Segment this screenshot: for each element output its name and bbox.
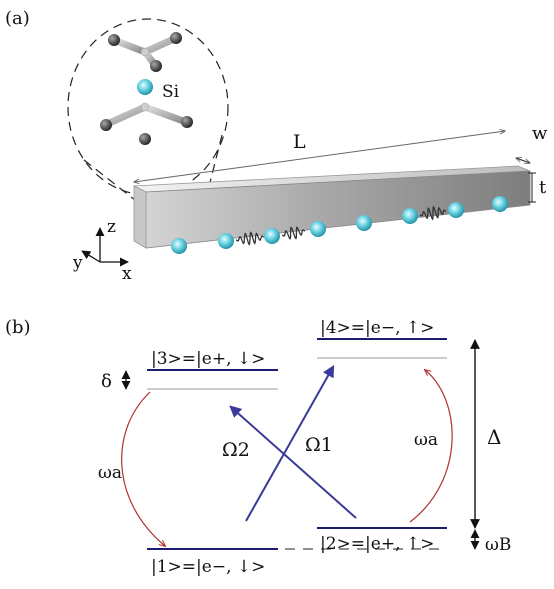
carbon-atom <box>139 133 151 145</box>
carbon-atom <box>150 60 162 72</box>
coordinate-axes <box>81 227 129 267</box>
length-label: L <box>293 131 306 153</box>
drive-omega-1 <box>245 364 335 522</box>
phonon-wiggle <box>419 205 447 221</box>
si-molecule <box>100 32 193 145</box>
carbon-atom <box>181 116 193 128</box>
si-defect <box>264 228 280 244</box>
state-3-label: |3>=|e+, ↓> <box>151 349 265 369</box>
carbon-atom <box>108 34 120 46</box>
si-defect <box>448 202 464 218</box>
panel-a-label: (a) <box>5 8 30 29</box>
si-label: Si <box>162 82 180 102</box>
panel-b-label: (b) <box>5 317 31 338</box>
nanobeam <box>132 165 531 249</box>
omega-2-label: Ω2 <box>222 439 250 461</box>
carbon-atom <box>100 119 112 131</box>
axis-x-label: x <box>122 264 132 284</box>
panel-b: (b) |3>=|e+, ↓> |4>=|e−, ↑> |1>=|e−, ↓> … <box>5 317 511 577</box>
phonon-transition-right <box>409 370 453 523</box>
state-4-label: |4>=|e−, ↑> <box>320 318 434 338</box>
si-defect <box>171 238 187 254</box>
width-label: w <box>532 123 548 144</box>
phonon-wiggles <box>235 205 447 246</box>
axis-z-label: z <box>107 217 116 237</box>
width-arrow <box>516 158 530 163</box>
si-defect <box>310 221 326 237</box>
phonon-wiggle <box>281 226 306 240</box>
si-defect <box>218 233 234 249</box>
phonon-wiggle <box>235 231 265 246</box>
si-defect <box>402 208 418 224</box>
omega-b-label: ωB <box>485 535 511 555</box>
omega-1-label: Ω1 <box>305 434 333 456</box>
state-2-label: |2>=|e+, ↑> <box>320 534 434 554</box>
delta-small-label: δ <box>101 371 112 392</box>
phonon-transition-left <box>121 391 165 546</box>
defect-centers <box>171 196 508 254</box>
omega-a-left-label: ωa <box>98 463 122 483</box>
axis-y-label: y <box>72 253 83 273</box>
omega-a-right-label: ωa <box>414 430 438 450</box>
si-defect <box>492 196 508 212</box>
big-delta-label: Δ <box>487 425 501 449</box>
si-defect <box>356 215 372 231</box>
state-1-label: |1>=|e−, ↓> <box>151 557 265 577</box>
panel-a: (a) Si <box>5 8 548 284</box>
zoom-circle <box>67 18 229 196</box>
si-atom <box>137 79 153 95</box>
carbon-atom <box>170 32 182 44</box>
length-arrow <box>134 131 505 182</box>
drive-omega-2 <box>229 405 357 519</box>
thickness-label: t <box>539 177 547 198</box>
